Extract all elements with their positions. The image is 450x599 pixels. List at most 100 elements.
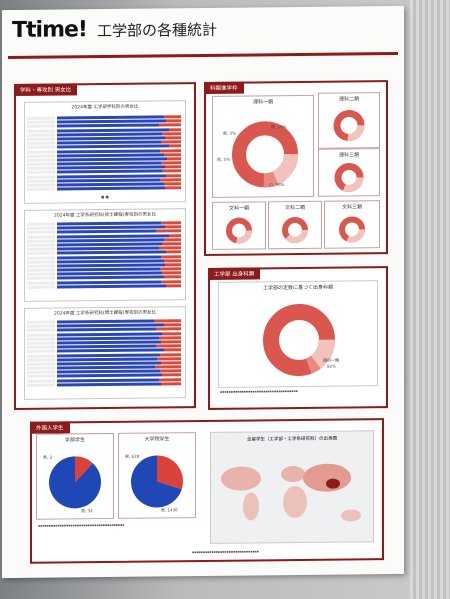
donut-chart	[333, 109, 365, 141]
panel-heading: 科類進学枠	[204, 81, 244, 94]
y-tick-label	[27, 175, 55, 179]
world-map	[221, 463, 361, 522]
bar-segment-female	[161, 382, 181, 386]
y-tick-label	[27, 120, 55, 125]
y-tick-label	[27, 133, 55, 137]
bar-segment-female	[167, 157, 181, 161]
bar-segment-female	[168, 144, 181, 148]
continent-europe	[281, 466, 305, 483]
bar-row	[57, 186, 181, 191]
chart-title: 2024年度 工学系研究科(博士課程)専攻別の男女比	[54, 310, 156, 317]
y-tick-label	[27, 341, 55, 345]
y-tick-label	[27, 272, 55, 277]
bar-segment-female	[161, 340, 181, 344]
donut-title: 理科三類	[338, 152, 359, 159]
panel-heading: 学科・専攻別 男女比	[14, 83, 78, 96]
y-tick-label	[27, 235, 55, 239]
bar-row	[57, 284, 181, 289]
y-tick-label	[27, 383, 55, 387]
bar-segment-female	[158, 377, 181, 382]
y-tick-label	[27, 116, 55, 120]
bar-segment-female	[153, 319, 181, 323]
continent-south-america	[243, 492, 259, 521]
origin-panel: 工学部 出身科類 工学部の定数に基づく出身科類 理科一類 82% ▪▪▪▪▪▪▪…	[208, 266, 388, 410]
international-panel: 外国人学生 学部学生 男, 2 男, 32 大学院学生 男, 628 男, 14…	[30, 418, 384, 564]
y-tick-label	[27, 328, 55, 333]
donut-chart	[232, 121, 298, 188]
y-tick-label	[27, 345, 55, 349]
y-tick-label	[27, 281, 55, 285]
bar-segment-female	[159, 178, 181, 182]
y-tick-label	[27, 129, 55, 133]
legend: ■ ■	[101, 194, 109, 200]
bar-segment-male	[57, 284, 167, 289]
donut-rika2: 理科二類	[318, 92, 380, 149]
bar-segment-female	[162, 169, 181, 173]
bar-segment-female	[163, 348, 181, 352]
gender-chart-doctor: 2024年度 工学系研究科(博士課程)専攻別の男女比	[24, 306, 186, 400]
pie-slice	[49, 456, 101, 509]
bar-segment-female	[162, 131, 181, 136]
origin-country-map: 全留学生（工学部・工学系研究科）の出身国	[210, 430, 374, 544]
donut-seg	[334, 162, 364, 192]
pie-slice	[157, 455, 184, 490]
bar-segment-female	[156, 344, 181, 348]
y-tick-label	[27, 124, 55, 129]
y-tick-label	[27, 354, 55, 358]
pie-slice	[75, 456, 93, 483]
bar-segment-female	[166, 250, 181, 254]
bar-segment-female	[166, 173, 181, 178]
bar-segment-female	[162, 242, 181, 246]
y-tick-label	[27, 374, 55, 379]
y-tick-label	[27, 145, 55, 150]
donut-seg	[282, 217, 308, 244]
curtain	[410, 0, 450, 599]
bar-segment-female	[166, 284, 181, 288]
y-tick-label	[27, 256, 55, 260]
slice-label: 男, 32	[81, 508, 93, 514]
donut-seg	[232, 121, 298, 188]
donut-chart	[282, 217, 308, 244]
bar-segment-female	[162, 331, 181, 335]
donut-title: 理科一類	[252, 99, 273, 106]
y-tick-label	[27, 358, 55, 362]
bar-segment-female	[163, 323, 181, 327]
continent-africa	[283, 486, 307, 519]
bar-segment-female	[163, 258, 181, 263]
header-rule	[8, 51, 398, 60]
chart-title: 2024年度 工学部学科別の男女比	[71, 104, 139, 111]
continent-oceania	[341, 509, 361, 522]
bar-segment-female	[161, 254, 181, 258]
y-labels	[27, 320, 55, 388]
y-tick-label	[27, 324, 55, 329]
donut-bunka1: 文科一類	[212, 201, 266, 250]
y-tick-label	[27, 150, 55, 154]
y-tick-label	[27, 158, 55, 162]
chart-title: 2024年度 工学系研究科(修士課程)専攻別の男女比	[54, 212, 156, 219]
donut-title: 文科二類	[284, 204, 305, 212]
y-tick-label	[27, 137, 55, 141]
bar-segment-female	[159, 369, 181, 373]
pie-undergrad: 学部学生 男, 2 男, 32	[36, 432, 114, 520]
bar-segment-female	[168, 233, 181, 237]
y-labels	[27, 116, 55, 193]
donut-chart	[334, 162, 364, 192]
slice-label: 82%	[327, 363, 336, 369]
y-tick-label	[27, 349, 55, 354]
y-tick-label	[27, 187, 55, 192]
bar-segment-female	[162, 271, 181, 275]
y-tick-label	[27, 247, 55, 251]
y-tick-label	[27, 370, 55, 375]
pie-slice	[131, 455, 182, 508]
bar-segment-female	[163, 275, 181, 279]
donut-seg	[232, 121, 298, 188]
panel-heading: 外国人学生	[30, 421, 70, 434]
y-tick-label	[27, 251, 55, 256]
poster-header: Ttime! 工学部の各種統計	[12, 16, 217, 43]
bar-segment-female	[163, 237, 181, 242]
slice-label: ロ, 76%	[269, 182, 285, 188]
bar-segment-male	[57, 382, 162, 387]
slice-label: 男, 2	[43, 454, 53, 460]
y-tick-label	[27, 260, 55, 264]
poster: Ttime! 工学部の各種統計 学科・専攻別 男女比 2024年度 工学部学科別…	[2, 5, 404, 579]
